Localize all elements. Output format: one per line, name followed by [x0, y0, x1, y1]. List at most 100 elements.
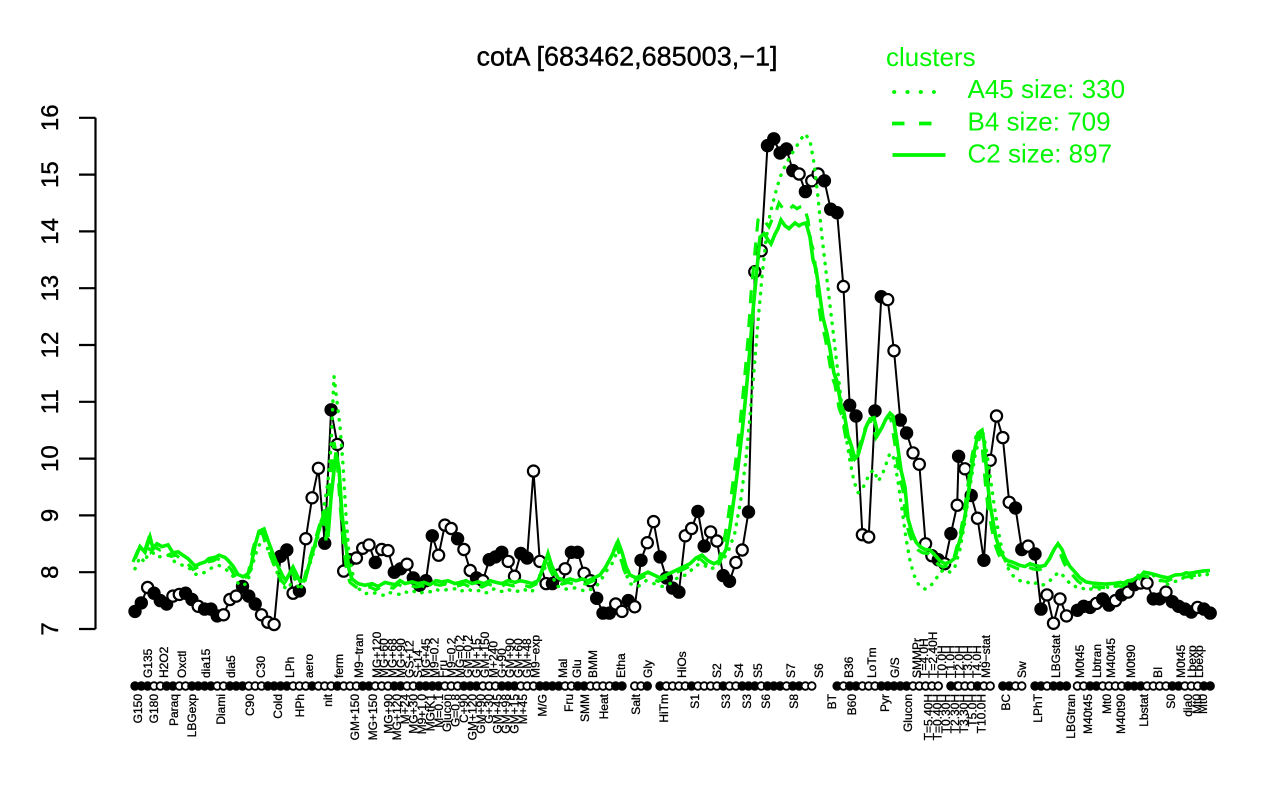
svg-text:G+90: G+90 [495, 648, 509, 678]
svg-text:cotA [683462,685003,−1]: cotA [683462,685003,−1] [476, 42, 777, 72]
svg-text:GM+45: GM+45 [491, 694, 505, 734]
svg-text:T1.0H: T1.0H [944, 645, 958, 678]
svg-text:BMM: BMM [586, 650, 600, 678]
svg-text:MG+68: MG+68 [386, 638, 400, 678]
svg-text:MG+90: MG+90 [381, 694, 395, 734]
svg-text:T3.30H: T3.30H [957, 694, 971, 733]
svg-text:MG=0.2: MG=0.2 [453, 635, 467, 678]
svg-text:MG+30: MG+30 [407, 694, 421, 734]
svg-text:MG+120: MG+120 [370, 631, 384, 678]
svg-text:Fru: Fru [562, 694, 576, 712]
svg-text:Oxctl: Oxctl [175, 651, 189, 678]
svg-text:C+90: C+90 [457, 694, 471, 723]
svg-text:M9+1.0: M9+1.0 [415, 694, 429, 735]
svg-text:GM+120: GM+120 [465, 694, 479, 741]
svg-text:GM+90: GM+90 [503, 638, 517, 678]
svg-text:dia0: dia0 [1181, 694, 1195, 717]
svg-text:M40t45: M40t45 [1104, 638, 1118, 678]
svg-text:Pyr: Pyr [878, 694, 892, 712]
svg-text:B36: B36 [842, 656, 856, 678]
svg-text:SMM: SMM [578, 694, 592, 722]
svg-text:Glu: Glu [570, 659, 584, 678]
svg-text:14: 14 [37, 218, 64, 245]
svg-text:GM+98: GM+98 [499, 694, 513, 734]
svg-text:M0t90: M0t90 [1124, 644, 1138, 678]
svg-text:G=0.8: G=0.8 [449, 694, 463, 727]
svg-text:M0t45: M0t45 [1073, 644, 1087, 678]
svg-text:M+24: M+24 [398, 694, 412, 725]
svg-text:T10.0H: T10.0H [974, 694, 988, 733]
svg-text:GM+15: GM+15 [507, 694, 521, 734]
svg-text:8: 8 [37, 566, 64, 579]
svg-text:M=0.1: M=0.1 [432, 694, 446, 728]
svg-text:B60: B60 [845, 694, 859, 716]
svg-text:Mt0: Mt0 [1190, 694, 1204, 714]
svg-text:M9−stat: M9−stat [979, 634, 993, 678]
svg-text:S6: S6 [759, 694, 773, 709]
svg-text:Gly: Gly [641, 660, 655, 678]
svg-text:aero: aero [302, 654, 316, 678]
svg-text:Glucon: Glucon [440, 694, 454, 732]
svg-text:HPh: HPh [293, 694, 307, 717]
svg-text:G+30: G+30 [482, 694, 496, 724]
svg-text:16: 16 [37, 104, 64, 131]
svg-text:HiOs: HiOs [675, 651, 689, 678]
svg-text:T=2.40H: T=2.40H [926, 632, 940, 678]
svg-text:nit: nit [321, 693, 335, 706]
svg-text:S+14: S+14 [411, 649, 425, 678]
svg-text:S3: S3 [719, 694, 733, 709]
svg-text:Sw: Sw [1015, 661, 1029, 678]
svg-text:M/G: M/G [536, 694, 550, 717]
svg-text:M+45: M+45 [516, 694, 530, 725]
svg-text:GM+150: GM+150 [478, 631, 492, 678]
svg-text:Lbexp: Lbexp [1192, 645, 1206, 678]
svg-text:T0.0H: T0.0H [935, 645, 949, 678]
svg-text:B4 size: 709: B4 size: 709 [968, 107, 1111, 137]
svg-text:MG+60: MG+60 [377, 638, 391, 678]
svg-text:S3: S3 [740, 694, 754, 709]
svg-text:Lbtran: Lbtran [1090, 644, 1104, 678]
svg-text:LoTm: LoTm [865, 647, 879, 678]
svg-text:M9−tran: M9−tran [352, 634, 366, 678]
svg-text:BT: BT [825, 693, 839, 709]
svg-text:clusters: clusters [886, 42, 976, 72]
svg-text:Mal: Mal [556, 659, 570, 678]
svg-text:S5: S5 [751, 663, 765, 678]
svg-text:G150: G150 [131, 694, 145, 724]
svg-text:T2.30H: T2.30H [948, 694, 962, 733]
svg-text:Etha: Etha [614, 653, 628, 678]
svg-text:Lbstat: Lbstat [1137, 693, 1151, 726]
svg-text:C90: C90 [243, 694, 257, 716]
svg-text:7: 7 [37, 622, 64, 635]
svg-text:T4.0H: T4.0H [970, 645, 984, 678]
svg-text:M0t45: M0t45 [1174, 644, 1188, 678]
svg-text:M9=0.2: M9=0.2 [444, 637, 458, 678]
svg-text:MG+150: MG+150 [366, 694, 380, 741]
svg-text:Salt: Salt [629, 693, 643, 714]
svg-text:13: 13 [37, 275, 64, 302]
svg-text:MG+45: MG+45 [419, 638, 433, 678]
svg-text:T=4.0H: T=4.0H [917, 638, 931, 678]
svg-text:Mt0: Mt0 [1100, 694, 1114, 714]
svg-text:Paraq: Paraq [167, 694, 181, 726]
svg-text:Lbexp: Lbexp [1185, 645, 1199, 678]
svg-text:LPh: LPh [283, 657, 297, 678]
svg-text:10: 10 [37, 445, 64, 472]
svg-text:LPhT: LPhT [1031, 693, 1045, 722]
svg-text:M40t45: M40t45 [1081, 694, 1095, 734]
svg-text:M+240: M+240 [486, 641, 500, 678]
svg-text:LBGexp: LBGexp [185, 694, 199, 738]
svg-text:Heat: Heat [597, 693, 611, 719]
svg-text:GM=0.2: GM=0.2 [461, 635, 475, 678]
svg-text:BI: BI [1151, 667, 1165, 678]
svg-text:S8: S8 [787, 694, 801, 709]
svg-text:Glucon: Glucon [901, 694, 915, 732]
svg-text:ferm: ferm [332, 654, 346, 678]
svg-text:S4: S4 [732, 663, 746, 678]
svg-text:T=0.40H: T=0.40H [930, 694, 944, 740]
svg-text:dia15: dia15 [199, 648, 213, 678]
svg-text:9: 9 [37, 509, 64, 522]
svg-text:BC: BC [999, 694, 1013, 711]
svg-text:MG+90: MG+90 [394, 638, 408, 678]
svg-text:12: 12 [37, 332, 64, 359]
